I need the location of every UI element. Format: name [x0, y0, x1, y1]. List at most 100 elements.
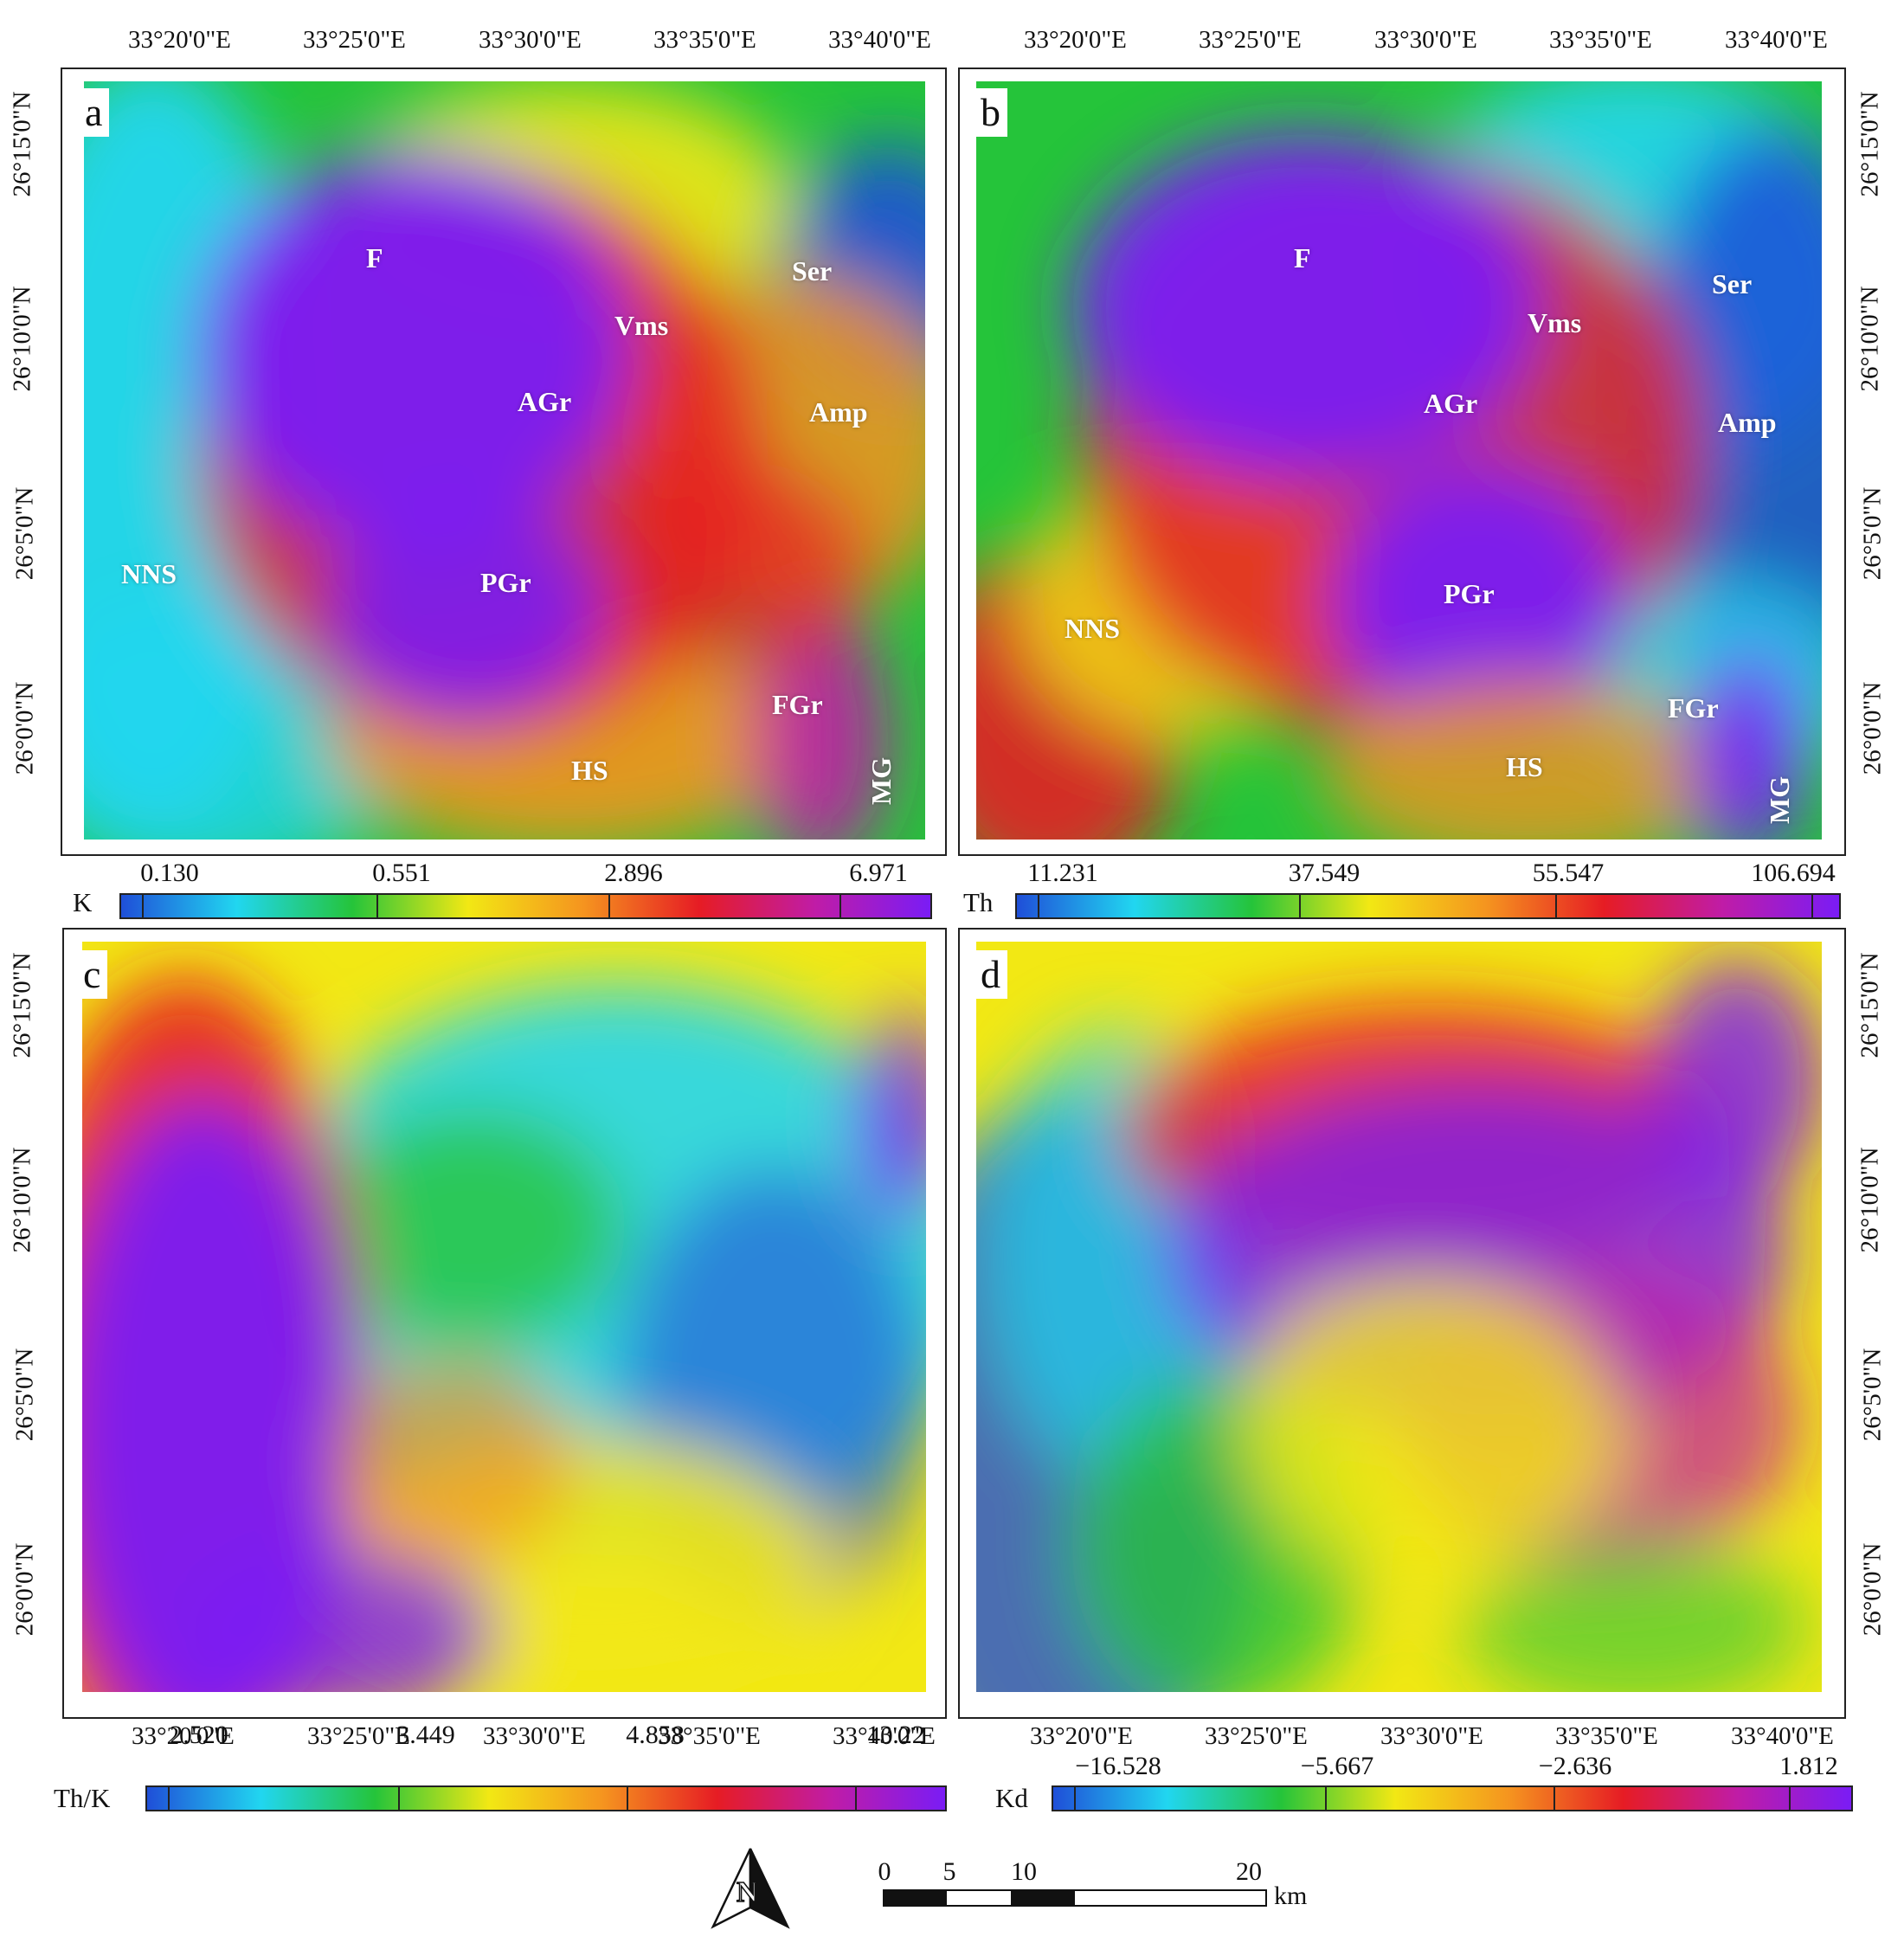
scale-label: 0 [878, 1857, 891, 1886]
unit-label-F: F [366, 242, 383, 273]
cb-tick [1299, 895, 1301, 917]
cb-tick [1553, 1787, 1555, 1810]
cb-b-val: 55.547 [1532, 859, 1605, 887]
cb-c-val: 3.449 [396, 1721, 455, 1749]
cb-d-val: −2.636 [1538, 1752, 1612, 1780]
cb-b-val: 106.694 [1751, 859, 1836, 887]
lon-tick: 33°30'0"E [479, 26, 582, 54]
unit-label-MG: MG [865, 756, 897, 805]
north-letter: N [736, 1875, 758, 1909]
lon-tick: 33°40'0"E [1725, 26, 1828, 54]
unit-label-HS: HS [1506, 751, 1543, 782]
lon-tick-bottom: 33°20'0"E [132, 1722, 235, 1750]
cb-tick [608, 895, 610, 917]
cb-tick [376, 895, 378, 917]
panel-a-map [84, 81, 925, 840]
north-arrow-icon: N [708, 1845, 793, 1932]
lon-tick: 33°25'0"E [303, 26, 406, 54]
lat-tick: 26°5'0"N [1858, 486, 1887, 581]
unit-label-MG: MG [1764, 775, 1795, 824]
panel-c-map [82, 942, 926, 1692]
lon-tick: 33°35'0"E [1549, 26, 1652, 54]
lon-tick: 33°20'0"E [128, 26, 231, 54]
lon-tick: 33°40'0"E [828, 26, 931, 54]
unit-label-Amp: Amp [1718, 407, 1777, 438]
lon-tick-bottom: 33°30'0"E [483, 1722, 586, 1750]
lat-tick: 26°0'0"N [10, 681, 39, 775]
lon-tick: 33°35'0"E [653, 26, 756, 54]
colorbar-c [145, 1785, 947, 1811]
panel-a-letter: a [78, 88, 110, 137]
cb-tick [1074, 1787, 1076, 1810]
cb-tick [1811, 895, 1813, 917]
cb-d-val: −5.667 [1300, 1752, 1374, 1780]
cb-d-name: Kd [995, 1783, 1028, 1813]
lat-tick: 26°0'0"N [10, 1542, 39, 1637]
unit-label-FGr: FGr [772, 689, 823, 720]
cb-c-val: 13.22 [866, 1721, 925, 1749]
lon-tick-bottom: 33°40'0"E [1731, 1722, 1834, 1750]
unit-label-Vms: Vms [1528, 307, 1582, 338]
colorbar-b [1015, 893, 1841, 919]
cb-tick [1789, 1787, 1791, 1810]
cb-c-name: Th/K [54, 1783, 111, 1813]
unit-label-F: F [1294, 242, 1311, 273]
cb-c-val: 2.520 [170, 1721, 228, 1749]
cb-a-name: K [73, 887, 93, 917]
lon-tick-bottom: 33°25'0"E [307, 1722, 410, 1750]
panel-b-letter: b [974, 88, 1007, 137]
cb-tick [1038, 895, 1039, 917]
cb-a-val: 0.130 [140, 859, 199, 887]
unit-label-PGr: PGr [1444, 578, 1495, 609]
unit-label-AGr: AGr [518, 386, 572, 417]
lat-tick: 26°5'0"N [1858, 1348, 1887, 1442]
scale-seg [1011, 1891, 1075, 1905]
lat-tick: 26°15'0"N [8, 952, 36, 1058]
unit-label-Ser: Ser [792, 255, 833, 286]
lat-tick: 26°15'0"N [8, 91, 36, 197]
cb-tick [627, 1787, 628, 1810]
lon-tick: 33°25'0"E [1199, 26, 1302, 54]
colorbar-a [119, 893, 932, 919]
cb-d-val: −16.528 [1075, 1752, 1161, 1780]
lat-tick: 26°5'0"N [10, 486, 39, 581]
unit-label-NNS: NNS [121, 558, 177, 589]
unit-label-NNS: NNS [1065, 613, 1121, 644]
cb-b-val: 11.231 [1027, 859, 1098, 887]
cb-b-val: 37.549 [1288, 859, 1360, 887]
lat-tick: 26°10'0"N [8, 1147, 36, 1253]
lon-tick-bottom: 33°25'0"E [1205, 1722, 1308, 1750]
lon-tick: 33°30'0"E [1374, 26, 1477, 54]
lon-tick-bottom: 33°40'0"E [833, 1722, 936, 1750]
unit-label-PGr: PGr [480, 567, 531, 598]
panel-b-map [976, 81, 1822, 840]
cb-tick [855, 1787, 857, 1810]
cb-a-val: 2.896 [604, 859, 663, 887]
cb-tick [1555, 895, 1557, 917]
cb-tick [1325, 1787, 1327, 1810]
lat-tick: 26°0'0"N [1858, 1542, 1887, 1637]
scale-label: 5 [942, 1857, 956, 1886]
unit-label-Amp: Amp [809, 396, 868, 428]
scale-bar [883, 1889, 1267, 1907]
scale-label: 20 [1236, 1857, 1262, 1886]
cb-tick [142, 895, 144, 917]
lat-tick: 26°10'0"N [8, 286, 36, 392]
lon-tick-bottom: 33°30'0"E [1380, 1722, 1483, 1750]
lat-tick: 26°15'0"N [1856, 91, 1884, 197]
cb-tick [168, 1787, 170, 1810]
lat-tick: 26°5'0"N [10, 1348, 39, 1442]
panel-d-letter: d [974, 950, 1007, 999]
scale-unit: km [1274, 1882, 1308, 1910]
lat-tick: 26°15'0"N [1856, 952, 1884, 1058]
unit-label-AGr: AGr [1424, 388, 1478, 419]
scale-seg [884, 1891, 947, 1905]
lat-tick: 26°10'0"N [1856, 1147, 1884, 1253]
cb-tick [398, 1787, 400, 1810]
lon-tick-bottom: 33°35'0"E [658, 1722, 761, 1750]
scale-label: 10 [1011, 1857, 1037, 1886]
lon-tick-bottom: 33°35'0"E [1555, 1722, 1658, 1750]
unit-label-FGr: FGr [1668, 692, 1719, 724]
cb-c-val: 4.858 [626, 1721, 685, 1749]
cb-b-name: Th [963, 887, 994, 917]
